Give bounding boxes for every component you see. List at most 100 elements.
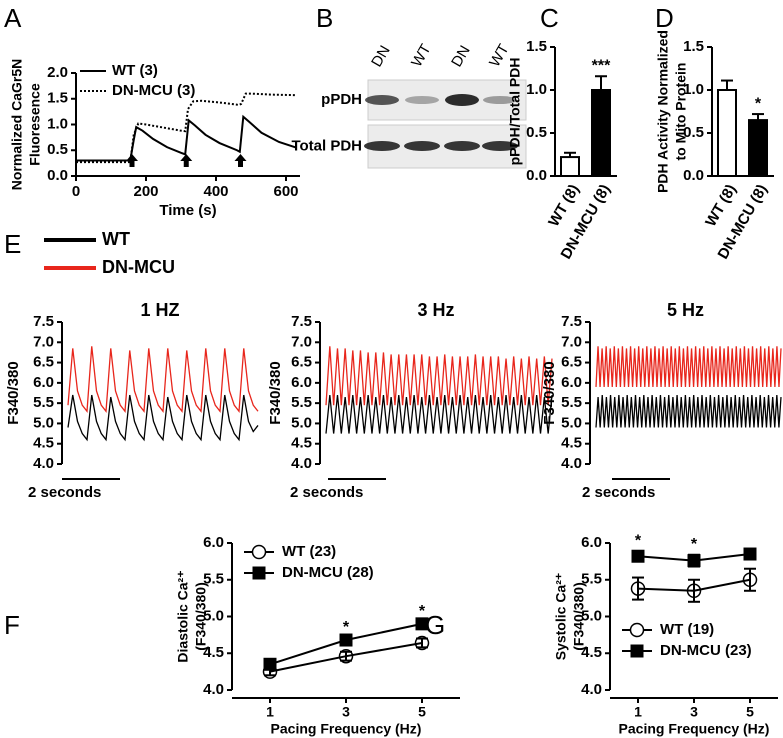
y-tick-label: 1.0 [526,81,547,98]
y-axis-label: (F340/380) [571,582,587,650]
bar [748,119,768,177]
y-tick-label: 0.5 [47,141,68,158]
panel-letter: D [655,3,674,33]
trace-line [67,394,259,442]
x-axis-label: Pacing Frequency (Hz) [271,721,422,737]
significance: * [755,95,762,112]
bar [591,89,611,177]
y-tick-label: 7.5 [291,313,312,330]
y-tick-label: 1.5 [683,38,704,55]
band [483,96,517,104]
significance: * [343,619,350,636]
panel-letter: F [4,610,20,640]
y-tick-label: 5.0 [33,414,54,431]
y-axis-label: Normalized CaGr5N [9,59,25,190]
y-tick-label: 2.0 [47,64,68,81]
legend-marker [629,622,645,638]
y-axis-label: F340/380 [541,361,558,424]
panel-letter: G [425,610,445,640]
legend-label: WT (3) [112,62,158,79]
y-tick-label: 5.0 [291,414,312,431]
significance: * [635,532,642,549]
y-tick-label: 4.5 [581,644,602,661]
band [445,94,479,106]
y-tick-label: 6.0 [203,534,224,551]
data-line [76,92,297,164]
y-tick-label: 4.0 [33,455,54,472]
x-tick-label: 200 [133,183,158,200]
scale-bar-label: 2 seconds [582,484,655,501]
y-axis-label: Fluoresence [27,83,43,166]
legend-label: WT (19) [660,621,714,638]
y-axis-label: PDH Activity Normalized [655,30,671,193]
y-tick-label: 4.5 [561,435,582,452]
x-tick-label: 5 [746,704,754,720]
significance: * [419,603,426,620]
bar [717,89,737,177]
y-tick-label: 1.0 [683,81,704,98]
y-tick-label: 1.0 [47,115,68,132]
x-tick-label: 3 [690,704,698,720]
scale-bar-label: 2 seconds [290,484,363,501]
y-tick-label: 1.5 [526,38,547,55]
y-tick-label: 4.0 [291,455,312,472]
x-tick-label: 600 [273,183,298,200]
y-tick-label: 0.5 [526,124,547,141]
x-axis-label: Pacing Frequency (Hz) [619,721,770,737]
bar [560,156,580,178]
band [365,95,399,105]
y-tick-label: 5.5 [581,571,602,588]
significance: * [691,536,698,553]
y-tick-label: 4.0 [203,681,224,698]
y-tick-label: 7.5 [33,313,54,330]
trace-line [325,346,553,406]
band [404,141,440,151]
arrow [126,154,138,167]
marker [415,617,429,631]
x-axis-label: Time (s) [159,202,216,219]
panel-letter: C [540,3,559,33]
band [444,141,480,151]
marker [630,581,646,596]
panel-title: 5 Hz [667,300,704,320]
legend-label: DN-MCU [102,257,175,277]
x-tick-label: 400 [203,183,228,200]
y-tick-label: 7.5 [561,313,582,330]
y-tick-label: 7.0 [33,333,54,350]
panel-title: 3 Hz [417,300,454,320]
y-tick-label: 5.5 [291,394,312,411]
trace-line [325,394,553,434]
y-tick-label: 6.5 [291,354,312,371]
x-tick-label: 0 [72,183,80,200]
y-tick-label: 4.0 [561,455,582,472]
legend-label: DN-MCU (28) [282,564,374,581]
lane-label: DN [448,43,474,70]
y-tick-label: 6.0 [291,374,312,391]
y-axis-label: F340/380 [5,361,22,424]
marker [631,549,645,563]
y-axis-label: Diastolic Ca²⁺ [175,570,191,662]
scale-bar-label: 2 seconds [28,484,101,501]
marker [338,648,354,664]
y-tick-label: 5.5 [561,394,582,411]
trace-line [67,346,259,413]
marker [686,583,702,599]
row-label: pPDH [321,91,362,108]
legend-marker [630,644,644,658]
y-tick-label: 0.0 [683,167,704,184]
band [364,141,400,151]
x-tick-label: 1 [266,704,274,720]
panel-title: 1 HZ [140,300,179,320]
panel-letter: E [4,229,21,259]
x-tick-label: 1 [634,704,642,720]
y-axis-label: F340/380 [267,361,284,424]
y-tick-label: 6.5 [561,354,582,371]
y-tick-label: 0.0 [47,167,68,184]
legend-label: WT (23) [282,543,336,560]
x-tick-label: 3 [342,704,350,720]
panel-letter: A [4,3,22,33]
y-tick-label: 7.0 [561,333,582,350]
y-tick-label: 0.0 [526,167,547,184]
legend-label: DN-MCU (3) [112,82,195,99]
